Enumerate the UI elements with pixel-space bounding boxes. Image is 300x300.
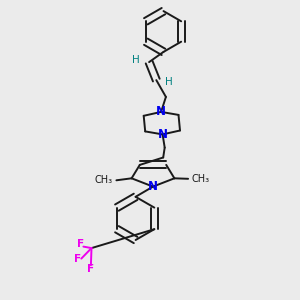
Text: F: F — [87, 264, 94, 274]
Text: N: N — [148, 180, 158, 193]
Text: N: N — [156, 105, 166, 119]
Text: H: H — [165, 76, 172, 87]
Text: CH₃: CH₃ — [94, 175, 112, 185]
Text: F: F — [74, 254, 81, 264]
Text: F: F — [77, 238, 84, 249]
Text: H: H — [132, 55, 140, 65]
Text: CH₃: CH₃ — [192, 174, 210, 184]
Text: N: N — [158, 128, 168, 141]
